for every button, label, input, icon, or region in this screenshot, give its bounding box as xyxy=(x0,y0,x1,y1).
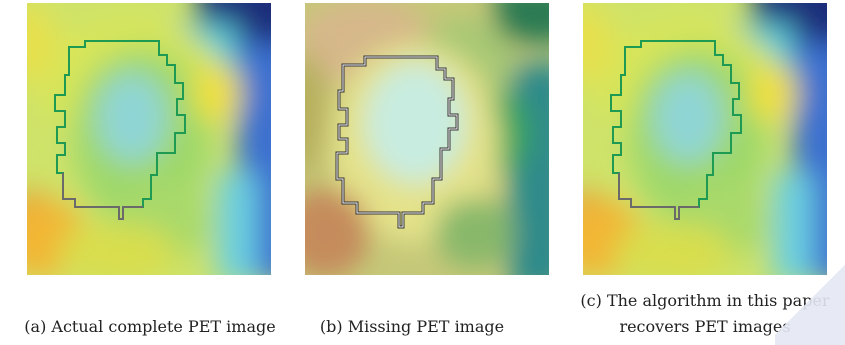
caption-c-line1: (c) The algorithm in this paper xyxy=(580,291,830,310)
caption-c-line2: recovers PET images xyxy=(619,317,791,336)
pet-image-actual xyxy=(27,3,271,275)
pet-image-recovered xyxy=(583,3,827,275)
pet-image-missing xyxy=(305,3,549,275)
pet-image-recovered-graphic xyxy=(583,3,827,275)
caption-a: (a) Actual complete PET image xyxy=(24,317,276,336)
corner-watermark xyxy=(775,255,845,345)
pet-image-missing-graphic xyxy=(305,3,549,275)
caption-b: (b) Missing PET image xyxy=(319,317,505,336)
pet-image-actual-graphic xyxy=(27,3,271,275)
